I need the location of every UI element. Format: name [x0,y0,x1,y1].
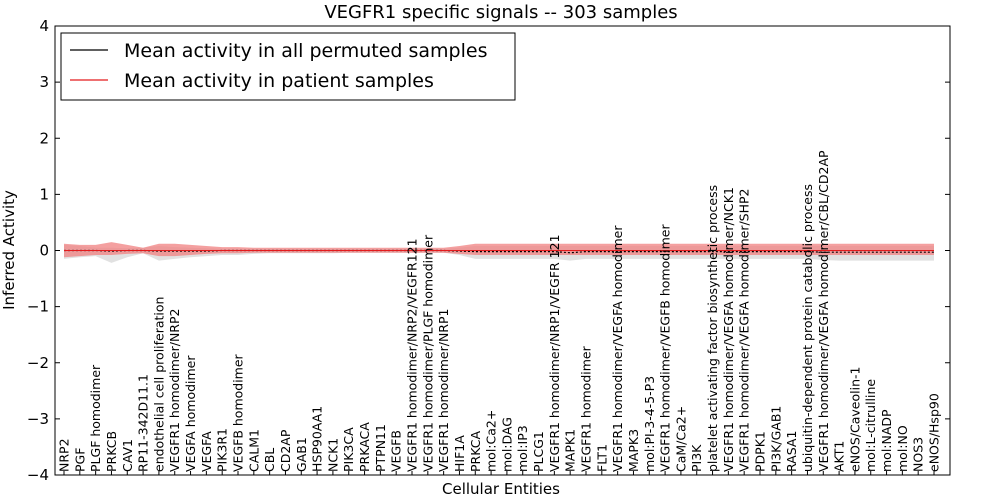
x-tick-label: MAPK3 [626,429,641,472]
x-tick-label: CD2AP [278,429,293,472]
x-tick-label: VEGFR1 homodimer/VEGFA homodimer/CBL/CD2… [816,150,831,472]
x-tick-label: VEGFB [389,430,404,472]
x-tick-label: ubiquitin-dependent protein catabolic pr… [800,184,815,472]
x-tick-label: PIK3CA [341,427,356,472]
x-tick-label: PLCG1 [531,431,546,472]
x-tick-label: AKT1 [832,441,847,472]
x-tick-label: CBL [262,448,277,472]
x-tick-label: mol:NADP [879,409,894,472]
legend-label-patient: Mean activity in patient samples [124,70,434,92]
x-tick-label: eNOS/Caveolin-1 [847,367,862,472]
x-tick-label: NCK1 [325,438,340,472]
x-tick-label: PI3K [689,444,704,472]
x-tick-label: HSP90AA1 [310,406,325,472]
x-tick-label: VEGFR1 homodimer [579,345,594,472]
x-tick-label: VEGFA homodimer [183,355,198,472]
x-tick-label: VEGFR1 homodimer/VEGFA homodimer/NCK1 [721,187,736,472]
x-tick-label: PI3K/GAB1 [768,406,783,472]
y-tick-label: −3 [27,410,49,428]
x-tick-label: RASA1 [784,431,799,472]
legend-box [60,32,516,101]
x-tick-label: NOS3 [911,437,926,472]
x-tick-label: PRKACA [357,422,372,472]
x-tick-label: MAPK1 [563,429,578,472]
x-tick-label: mol:L-citrulline [863,379,878,472]
chart-title: VEGFR1 specific signals -- 303 samples [324,2,677,23]
x-tick-label: CALM1 [246,429,261,472]
x-tick-label: PLGF homodimer [88,364,103,472]
y-tick-label: 0 [39,242,49,260]
x-tick-label: PDPK1 [753,431,768,472]
x-tick-label: GAB1 [294,437,309,472]
x-tick-label: FLT1 [594,444,609,472]
y-axis-label: Inferred Activity [0,190,18,310]
x-tick-label: VEGFR1 homodimer/NRP2 [167,309,182,472]
x-tick-label: mol:DAG [499,417,514,472]
y-axis: −4 −3 −2 −1 0 1 2 3 4 [27,17,950,484]
x-tick-label: endothelial cell proliferation [151,297,166,472]
x-tick-label: PGF [72,448,87,472]
x-tick-label: VEGFR1 homodimer/PLGF homodimer [420,234,435,472]
x-tick-label: mol:NO [895,425,910,472]
y-tick-label: −1 [27,298,49,316]
x-tick-label: VEGFB homodimer [231,353,246,472]
y-tick-label: 1 [39,185,49,203]
legend: Mean activity in all permuted samples Me… [60,32,516,101]
x-tick-label: eNOS/Hsp90 [927,393,942,472]
x-tick-label: NRP2 [57,438,72,472]
x-tick-label: CAV1 [120,439,135,472]
x-tick-label: HIF1A [452,435,467,472]
x-tick-label: VEGFA [199,431,214,472]
x-tick-label: VEGFR1 homodimer/NRP2/VEGFR121 [405,238,420,472]
x-tick-label: PRKCA [468,431,483,472]
x-tick-label: PTPN11 [373,424,388,472]
y-tick-label: −2 [27,354,49,372]
plot-area [64,242,934,263]
x-tick-label: VEGFR1 homodimer/VEGFB homodimer [658,224,673,472]
x-tick-label: VEGFR1 homodimer/VEGFA homodimer/SHP2 [737,188,752,472]
x-tick-label: mol:Ca2+ [484,410,499,472]
y-tick-label: 3 [39,73,49,91]
confidence-band-1 [64,242,934,258]
x-tick-label: VEGFR1 homodimer/NRP1/VEGFR 121 [547,234,562,472]
x-tick-label: VEGFR1 homodimer/NRP1 [436,309,451,472]
x-tick-label: VEGFR1 homodimer/VEGFA homodimer [610,225,625,472]
x-tick-label: mol:PI-3-4-5-P3 [642,376,657,472]
y-tick-label: −4 [27,466,49,484]
x-axis: NRP2 PGF PLGF homodimer PRKCB CAV1 RP11-342D1… [57,150,942,475]
y-tick-label: 4 [39,17,49,35]
y-tick-label: 2 [39,129,49,147]
x-tick-label: RP11-342D11.1 [136,374,151,472]
x-tick-label: platelet activating factor biosynthetic … [705,185,720,472]
x-tick-label: CaM/Ca2+ [673,406,688,472]
x-tick-label: mol:IP3 [515,425,530,472]
x-tick-label: PIK3R1 [215,428,230,472]
legend-label-permuted: Mean activity in all permuted samples [124,40,487,62]
x-tick-label: PRKCB [104,431,119,472]
x-axis-label: Cellular Entities [442,480,560,498]
